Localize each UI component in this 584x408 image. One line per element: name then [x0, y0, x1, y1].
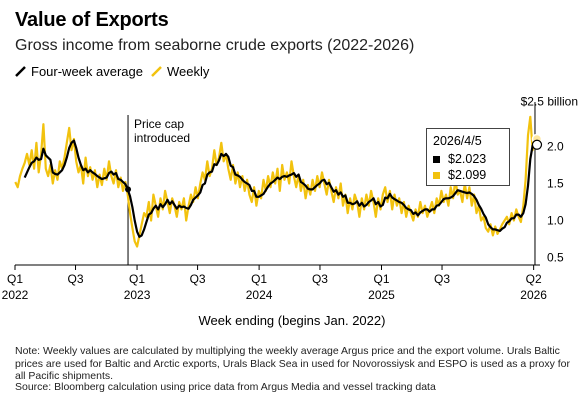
- y-tick-label-4: $2.5 billion: [521, 94, 578, 108]
- x-tick-year-8: 2026: [520, 288, 547, 302]
- price-cap-label-line1: Price cap: [134, 117, 184, 131]
- chart-note: Note: Weekly values are calculated by mu…: [15, 345, 570, 382]
- y-tick-label-0: 0.5: [547, 251, 564, 265]
- y-tick-label-2: 1.5: [547, 177, 564, 191]
- y-tick-label-3: 2.0: [547, 139, 564, 153]
- legend-swatch-four-week-average: [15, 66, 26, 77]
- line-chart: Q1 2022 Q3 Q1 2023 Q3 Q1 2024 Q3 Q1 2025 Q3 Q2 2026 0.…: [2, 94, 578, 302]
- legend-swatch-weekly: [151, 66, 162, 77]
- tooltip-swatch-weekly: [433, 171, 440, 179]
- x-tick-label-6: Q1: [373, 272, 389, 286]
- x-tick-label-7: Q3: [434, 272, 450, 286]
- x-tick-label-2: Q1: [129, 272, 145, 286]
- tooltip-date: 2026/4/5: [433, 134, 482, 148]
- chart-source: Source: Bloomberg calculation using pric…: [15, 381, 436, 393]
- tooltip-value-weekly: $2.099: [448, 168, 487, 182]
- x-tick-year-4: 2024: [246, 288, 273, 302]
- x-tick-label-1: Q3: [68, 272, 84, 286]
- legend-item-four-week-average: Four-week average: [15, 64, 143, 79]
- x-tick-year-6: 2025: [368, 288, 395, 302]
- legend-item-weekly: Weekly: [151, 64, 209, 79]
- legend-label-four-week-average: Four-week average: [31, 64, 143, 79]
- x-tick-label-3: Q3: [190, 272, 206, 286]
- legend-label-weekly: Weekly: [167, 64, 210, 79]
- tooltip-row-weekly: $2.099: [433, 168, 486, 182]
- x-tick-year-0: 2022: [2, 288, 29, 302]
- y-tick-label-1: 1.0: [547, 214, 564, 228]
- x-tick-label-8: Q2: [526, 272, 542, 286]
- tooltip-swatch-four-week-average: [433, 155, 440, 163]
- tooltip-value-four-week-average: $2.023: [448, 152, 487, 166]
- series-four-week-average-line: [23, 139, 536, 238]
- tooltip-row-four-week-average: $2.023: [433, 152, 486, 166]
- hover-marker-four-week-average: [531, 139, 543, 150]
- legend: Four-week average Weekly: [15, 64, 217, 79]
- chart-subtitle: Gross income from seaborne crude exports…: [15, 37, 415, 54]
- x-tick-year-2: 2023: [124, 288, 151, 302]
- x-tick-label-0: Q1: [7, 272, 23, 286]
- price-cap-label-line2: introduced: [134, 131, 190, 145]
- hover-tooltip: 2026/4/5 $2.023 $2.099: [426, 128, 510, 186]
- x-tick-label-4: Q1: [251, 272, 267, 286]
- series-weekly-line: [14, 115, 537, 248]
- x-tick-label-5: Q3: [312, 272, 328, 286]
- chart-title: Value of Exports: [15, 9, 169, 31]
- x-axis-title: Week ending (begins Jan. 2022): [198, 313, 386, 328]
- price-cap-marker: [125, 186, 132, 193]
